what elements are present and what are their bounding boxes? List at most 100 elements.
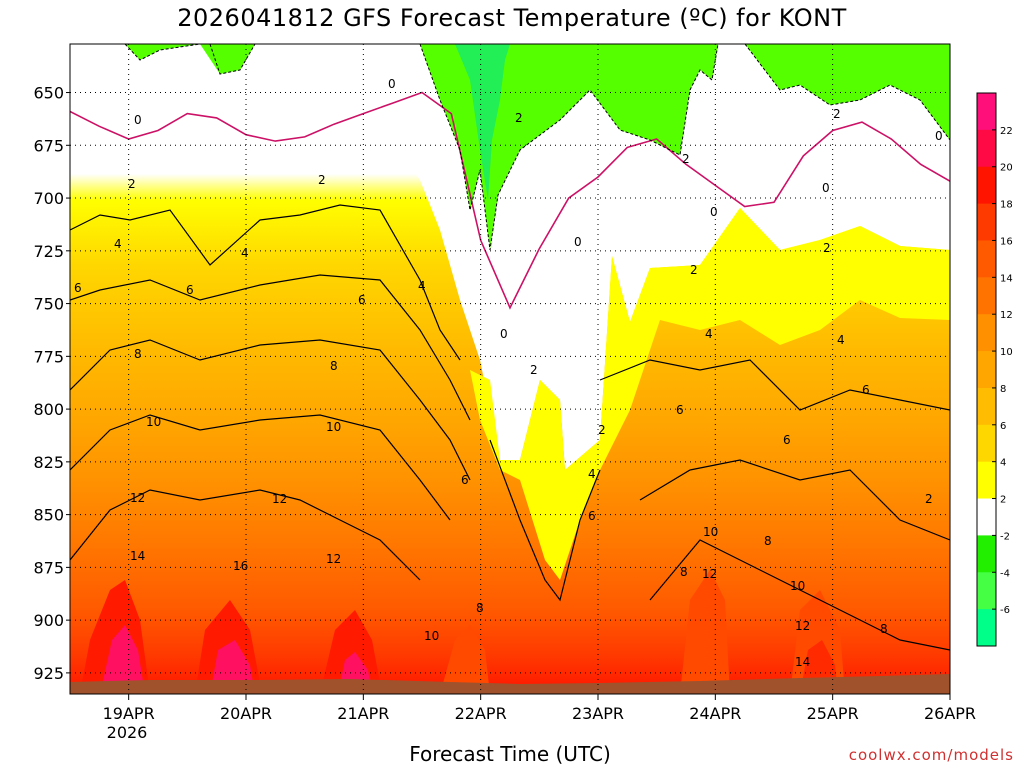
contour-10-east bbox=[649, 539, 950, 651]
colorbar-label: 6 bbox=[1000, 421, 1006, 432]
colorbar-label: -2 bbox=[1000, 531, 1010, 542]
contour-label: 2 bbox=[598, 423, 606, 437]
x-axis-label: Forecast Time (UTC) bbox=[409, 742, 611, 766]
x-tick-label: 23APR bbox=[572, 704, 624, 723]
cold-core-below-minus-4 bbox=[455, 44, 510, 200]
y-tick-label: 875 bbox=[33, 558, 64, 577]
contour-label: 12 bbox=[795, 619, 810, 633]
colorbar-swatch bbox=[977, 461, 996, 500]
contour-label: 0 bbox=[822, 181, 830, 195]
contour-labels: 0 0 0 0 0 0 0 2 2 2 2 2 2 2 2 2 2 4 4 4 … bbox=[74, 77, 943, 669]
contour-10 bbox=[70, 414, 451, 521]
contour-label: 10 bbox=[146, 415, 161, 429]
contour-label: 8 bbox=[764, 534, 772, 548]
contour-label: 2 bbox=[833, 107, 841, 121]
site-credit: coolwx.com/models bbox=[848, 746, 1014, 764]
x-tick-label: 25APR bbox=[807, 704, 859, 723]
contour-label: 6 bbox=[186, 283, 194, 297]
contour-minus-2 bbox=[124, 44, 950, 251]
contour-4 bbox=[70, 204, 461, 361]
contour-label: 4 bbox=[418, 279, 426, 293]
contour-label: 6 bbox=[461, 473, 469, 487]
colorbar-label: 18 bbox=[1000, 200, 1013, 211]
y-tick-label: 900 bbox=[33, 611, 64, 630]
contour-label: 8 bbox=[680, 565, 688, 579]
y-tick-label: 825 bbox=[33, 453, 64, 472]
colorbar-swatch bbox=[977, 535, 996, 573]
contour-label: 2 bbox=[682, 152, 690, 166]
ground-surface bbox=[70, 674, 950, 694]
x-tick-label: 26APR bbox=[924, 704, 976, 723]
x-axis-ticks: 19APR 20APR 21APR 22APR 23APR 24APR 25APR 26APR bbox=[103, 694, 976, 723]
colorbar-label: 14 bbox=[1000, 273, 1013, 284]
colorbar-frame bbox=[976, 92, 997, 647]
colorbar-swatch bbox=[977, 424, 996, 463]
contour-label: 4 bbox=[588, 467, 596, 481]
colorbar-label: -6 bbox=[1000, 605, 1010, 616]
colorbar-swatch bbox=[977, 498, 996, 536]
y-axis-ticks: 650 675 700 725 750 775 800 825 850 875 900 925 bbox=[33, 84, 70, 683]
contour-label: 10 bbox=[790, 579, 805, 593]
contour-label: 12 bbox=[130, 491, 145, 505]
contour-6 bbox=[70, 274, 471, 421]
contour-label: 6 bbox=[676, 403, 684, 417]
contour-label: 0 bbox=[710, 205, 718, 219]
colorbar-swatch bbox=[977, 129, 996, 168]
chart-title: 2026041812 GFS Forecast Temperature (ºC)… bbox=[177, 4, 847, 32]
contour-label: 6 bbox=[862, 383, 870, 397]
cold-region-below-minus-2 bbox=[125, 44, 950, 250]
colorbar-label: 8 bbox=[1000, 384, 1006, 395]
grid-lines bbox=[70, 44, 950, 694]
y-tick-label: 800 bbox=[33, 400, 64, 419]
contour-label: 6 bbox=[358, 293, 366, 307]
x-tick-label: 20APR bbox=[220, 704, 272, 723]
contour-label: 8 bbox=[476, 601, 484, 615]
x-tick-label: 24APR bbox=[689, 704, 741, 723]
contour-label: 2 bbox=[823, 241, 831, 255]
contour-label: 0 bbox=[388, 77, 396, 91]
contour-label: 0 bbox=[935, 129, 943, 143]
contour-label: 10 bbox=[424, 629, 439, 643]
contour-label: 12 bbox=[272, 492, 287, 506]
colorbar-label: -4 bbox=[1000, 568, 1010, 579]
contour-label: 12 bbox=[326, 552, 341, 566]
x-year-label: 2026 bbox=[107, 723, 148, 742]
contour-label: 6 bbox=[783, 433, 791, 447]
x-tick-label: 22APR bbox=[455, 704, 507, 723]
plot-frame bbox=[69, 43, 951, 695]
colorbar-swatch bbox=[977, 609, 996, 647]
contour-label: 2 bbox=[925, 492, 933, 506]
contour-label: 14 bbox=[795, 655, 810, 669]
contour-label: 2 bbox=[128, 177, 136, 191]
contour-label: 0 bbox=[134, 113, 142, 127]
colorbar-label: 20 bbox=[1000, 163, 1013, 174]
contour-label: 4 bbox=[114, 237, 122, 251]
colorbar-label: 16 bbox=[1000, 236, 1013, 247]
contour-4-trough bbox=[489, 439, 601, 602]
freezing-level-line bbox=[70, 91, 950, 310]
colorbar-swatch bbox=[977, 572, 996, 610]
colorbar-label: 12 bbox=[1000, 310, 1013, 321]
colorbar-swatch bbox=[977, 314, 996, 352]
y-tick-label: 850 bbox=[33, 506, 64, 525]
warm-core-22apr bbox=[440, 625, 490, 694]
y-tick-label: 650 bbox=[33, 84, 64, 103]
warm-band-2-4 bbox=[470, 208, 950, 580]
colorbar-swatch bbox=[977, 277, 996, 315]
contour-label: 10 bbox=[326, 420, 341, 434]
y-tick-label: 925 bbox=[33, 664, 64, 683]
contour-label: 8 bbox=[134, 347, 142, 361]
contour-label: 6 bbox=[588, 509, 596, 523]
contour-label: 16 bbox=[233, 559, 248, 573]
hot-core-19apr bbox=[100, 625, 145, 694]
contour-label: 0 bbox=[500, 327, 508, 341]
contour-label: 4 bbox=[241, 246, 249, 260]
colorbar-label: 10 bbox=[1000, 347, 1013, 358]
colorbar-swatch bbox=[977, 240, 996, 278]
y-tick-label: 700 bbox=[33, 189, 64, 208]
colorbar-swatch bbox=[977, 203, 996, 241]
contour-label: 2 bbox=[530, 363, 538, 377]
contour-6-east bbox=[599, 359, 950, 411]
y-tick-label: 775 bbox=[33, 347, 64, 366]
colorbar-label: 22 bbox=[1000, 126, 1013, 137]
